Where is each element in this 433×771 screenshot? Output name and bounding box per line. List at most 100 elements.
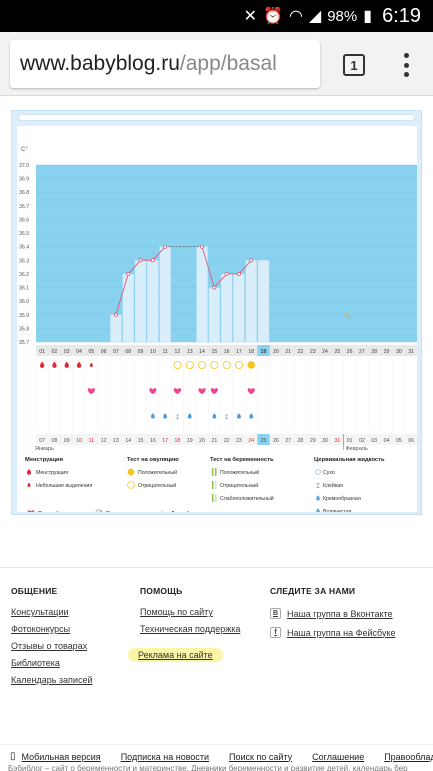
site-search-link[interactable]: Поиск по сайту [229,751,293,762]
legend-pregnancy-icon [212,494,214,502]
mucus-drop [187,413,192,419]
footer-bottom-links: ▯ Мобильная версия Подписка на новости П… [0,744,433,768]
newsletter-link[interactable]: Подписка на новости [120,751,210,762]
site-footer: ОБЩЕНИЕ Консультации Фотоконкурсы Отзывы… [0,567,433,771]
legend-intercourse-icon [27,510,35,512]
day-number: 02 [52,349,58,355]
y-axis-label: C° [21,147,28,153]
footer-column-social: СЛЕДИТЕ ЗА НАМИ В Наша группа в Вконтакт… [270,586,396,646]
copyright-link[interactable]: Правообладат [384,751,433,762]
vk-group-link[interactable]: В Наша группа в Вконтакте [270,608,396,619]
url-host: www.babyblog.ru [20,52,180,75]
ovulation-positive-marker [247,361,256,369]
date-label: 07 [39,438,45,444]
intercourse-heart [149,388,157,395]
y-tick-label: 36.9 [19,177,29,183]
temperature-bar [159,246,171,343]
day-number: 17 [236,349,242,355]
legend-label: Положительный [138,469,177,476]
date-label: 06 [408,438,414,444]
date-label: 02 [359,438,365,444]
legend-label: Лунный календарь [171,510,217,512]
tab-switcher-button[interactable]: 1 [343,54,365,76]
legend-spotting-icon [27,482,31,487]
agreement-link[interactable]: Соглашение [312,751,365,762]
y-tick-label: 37.0 [19,163,29,169]
temperature-point [150,258,155,263]
horizontal-scrollbar[interactable] [18,114,415,121]
temperature-bar [245,260,257,343]
advertising-link[interactable]: Реклама на сайте [128,648,240,662]
footer-link[interactable]: Библиотека [11,658,60,668]
address-bar[interactable]: www.babyblog.ru/app/basal [10,40,320,88]
browser-menu-icon[interactable] [400,50,412,80]
temperature-line-segment [127,260,141,275]
day-number: 22 [298,349,304,355]
wifi-icon: ◠ [288,8,303,25]
date-label: 17 [162,438,168,444]
temperature-point [113,312,118,317]
legend-ovulation-positive-icon [127,468,135,476]
menstruation-drop [52,361,57,368]
temperature-point [236,271,241,276]
legend-title: Тест на овуляцию [127,457,179,463]
date-label: 29 [310,438,316,444]
battery-icon: ▮ [363,8,373,25]
mute-icon: ✕ [243,8,258,25]
basal-chart-widget: C° 37.0 36.9 36.8 36.7 36.6 36.5 36.4 36.3 36.2 36… [11,110,422,515]
date-label: 26 [273,438,279,444]
day-number: 23 [310,349,316,355]
menstruation-drop [39,361,45,368]
footer-link[interactable]: Отзывы о товарах [11,641,88,651]
day-number: 15 [211,349,217,355]
y-tick-label: 35.9 [19,313,29,319]
intercourse-heart [87,388,95,395]
footer-col2-title: ПОМОЩЬ [140,586,183,596]
day-number: 05 [88,349,94,355]
intercourse-heart [198,388,206,395]
mobile-version-link[interactable]: Мобильная версия [21,751,101,762]
footer-link[interactable]: Календарь записей [11,675,93,685]
date-label: 22 [224,438,230,444]
date-label: 28 [298,438,304,444]
day-number: 18 [248,349,254,355]
facebook-group-link[interactable]: f Наша группа на Фейсбуке [270,627,396,638]
date-label: 11 [89,438,94,444]
legend-pregnancy-icon [212,468,214,476]
legend-title: Цервикальная жидкость [314,457,385,463]
menstruation-drop [64,361,69,368]
footer-link[interactable]: Фотоконкурсы [11,624,71,634]
footer-link[interactable]: Консультации [11,607,69,617]
footer-about-text: Бэбиблог – сайт о беременности и материн… [8,764,408,771]
temperature-point [163,244,168,249]
date-label: 31 [334,438,340,444]
temperature-point [200,244,205,249]
temperature-line-segment [115,273,129,315]
temperature-point [224,271,229,276]
ovulation-negative-marker [210,360,219,369]
moon-icon [346,311,354,319]
temperature-line-segment [152,246,166,261]
y-tick-label: 36.1 [19,286,29,292]
vk-group-label: Наша группа в Вконтакте [287,608,393,619]
footer-link[interactable]: Техническая поддержка [140,624,241,634]
date-label: 20 [199,438,205,444]
temperature-bar [110,314,122,343]
mucus-drop [163,413,168,419]
date-label: 30 [322,438,328,444]
temperature-bar [257,260,270,343]
today-date-cell [257,434,270,445]
date-label: 15 [138,438,144,444]
current-day-cell [257,345,270,356]
day-number: 13 [187,349,193,355]
day-number: 19 [261,349,267,355]
mucus-drop [237,413,241,419]
ovulation-negative-marker [173,360,182,369]
y-tick-label: 35.7 [19,340,29,346]
ovulation-negative-marker [185,360,194,369]
footer-link[interactable]: Помощь по сайту [140,607,213,617]
legend-label: Слабоположительный [220,495,274,502]
date-label: 18 [175,438,181,444]
month-label-left: Январь [35,446,54,452]
y-tick-label: 36.2 [19,272,29,278]
